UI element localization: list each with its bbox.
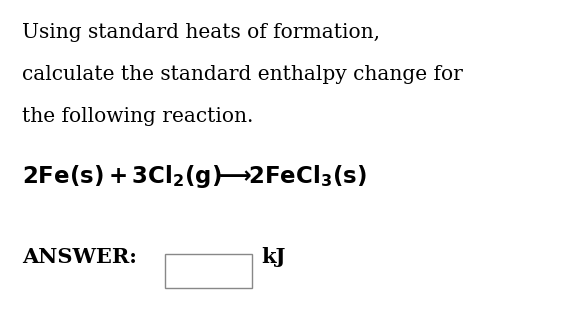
- Text: $\bf{2Fe(s) + 3Cl_2(g)\!\!\longrightarrow\!\! 2FeCl_3(s)}$: $\bf{2Fe(s) + 3Cl_2(g)\!\!\longrightarro…: [22, 162, 367, 189]
- Text: kJ: kJ: [261, 247, 285, 267]
- Text: Using standard heats of formation,: Using standard heats of formation,: [22, 23, 380, 42]
- Text: the following reaction.: the following reaction.: [22, 107, 254, 126]
- Text: calculate the standard enthalpy change for: calculate the standard enthalpy change f…: [22, 65, 463, 84]
- Text: ANSWER:: ANSWER:: [22, 247, 137, 267]
- Bar: [165, 254, 252, 288]
